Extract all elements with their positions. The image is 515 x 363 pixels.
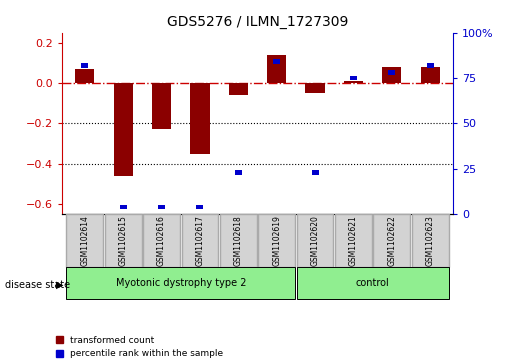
- Legend: transformed count, percentile rank within the sample: transformed count, percentile rank withi…: [56, 336, 224, 359]
- Bar: [66, 267, 295, 299]
- Bar: [181, 214, 218, 267]
- Text: GSM1102619: GSM1102619: [272, 215, 281, 266]
- Bar: [191, 83, 210, 154]
- Title: GDS5276 / ILMN_1727309: GDS5276 / ILMN_1727309: [167, 15, 348, 29]
- Text: GSM1102616: GSM1102616: [157, 215, 166, 266]
- Bar: [81, 63, 88, 68]
- Bar: [197, 205, 203, 209]
- Bar: [120, 205, 127, 209]
- Text: GSM1102620: GSM1102620: [311, 215, 320, 266]
- Text: disease state: disease state: [5, 280, 70, 290]
- Bar: [412, 214, 449, 267]
- Bar: [267, 55, 286, 83]
- Bar: [105, 214, 142, 267]
- Text: ▶: ▶: [56, 280, 63, 290]
- Text: GSM1102615: GSM1102615: [118, 215, 128, 266]
- Text: GSM1102614: GSM1102614: [80, 215, 89, 266]
- Text: GSM1102617: GSM1102617: [195, 215, 204, 266]
- Bar: [152, 83, 171, 130]
- Bar: [297, 267, 449, 299]
- Bar: [344, 81, 363, 83]
- Text: GSM1102622: GSM1102622: [387, 215, 397, 266]
- Bar: [388, 70, 395, 75]
- Bar: [75, 69, 94, 83]
- Bar: [158, 205, 165, 209]
- Bar: [229, 83, 248, 95]
- Bar: [312, 170, 318, 175]
- Bar: [258, 214, 295, 267]
- Bar: [382, 67, 401, 83]
- Bar: [114, 83, 133, 176]
- Bar: [273, 60, 280, 64]
- Bar: [235, 170, 242, 175]
- Text: GSM1102621: GSM1102621: [349, 215, 358, 266]
- Text: Myotonic dystrophy type 2: Myotonic dystrophy type 2: [115, 278, 246, 288]
- Bar: [335, 214, 372, 267]
- Bar: [421, 67, 440, 83]
- Text: control: control: [356, 278, 389, 288]
- Text: GSM1102618: GSM1102618: [234, 215, 243, 266]
- Bar: [143, 214, 180, 267]
- Bar: [350, 76, 357, 80]
- Bar: [427, 63, 434, 68]
- Bar: [220, 214, 257, 267]
- Bar: [305, 83, 324, 93]
- Bar: [66, 214, 103, 267]
- Text: GSM1102623: GSM1102623: [426, 215, 435, 266]
- Bar: [373, 214, 410, 267]
- Bar: [297, 214, 334, 267]
